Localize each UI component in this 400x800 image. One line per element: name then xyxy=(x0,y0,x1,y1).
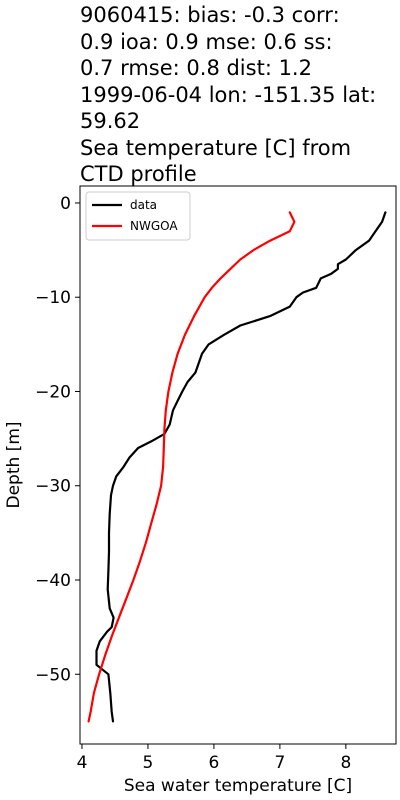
y-tick-label: −40 xyxy=(35,571,71,591)
x-tick-label: 5 xyxy=(143,753,154,773)
chart-title: 9060415: bias: -0.3 corr: 0.9 ioa: 0.9 m… xyxy=(80,3,377,186)
x-tick-label: 6 xyxy=(209,753,220,773)
legend-label-nwgoa: NWGOA xyxy=(130,219,178,233)
legend-label-data: data xyxy=(130,198,157,212)
series-line-nwgoa xyxy=(87,211,296,723)
y-axis-ticks: 0 −10 −20 −30 −40 −50 xyxy=(35,194,80,685)
y-axis-label: Depth [m] xyxy=(4,421,24,508)
series-line-data xyxy=(95,211,387,723)
x-tick-label: 7 xyxy=(274,753,285,773)
x-tick-label: 8 xyxy=(340,753,351,773)
y-tick-label: −10 xyxy=(35,288,71,308)
plot-frame xyxy=(79,185,397,745)
y-tick-label: −30 xyxy=(35,477,71,497)
legend: data NWGOA xyxy=(85,191,191,241)
x-axis-ticks: 4 5 6 7 8 xyxy=(77,744,351,773)
y-tick-label: −50 xyxy=(35,665,71,685)
y-tick-label: 0 xyxy=(60,194,71,214)
x-axis-label: Sea water temperature [C] xyxy=(124,776,352,796)
y-tick-label: −20 xyxy=(35,382,71,402)
x-tick-label: 4 xyxy=(77,753,88,773)
plot-lines xyxy=(87,211,387,723)
